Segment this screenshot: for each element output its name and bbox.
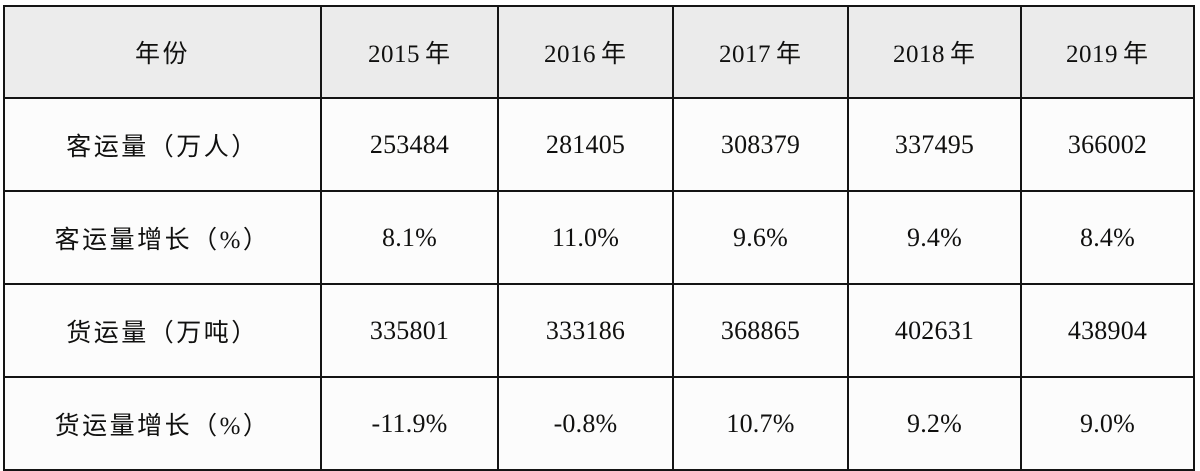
row-label: 货运量增长（%） <box>54 412 271 440</box>
cell-value: 308379 <box>720 129 801 159</box>
table-row: 客运量增长（%） 8.1% 11.0% 9.6% 9.4% 8.4% <box>3 190 1195 285</box>
transport-statistics-table-container: 年份 2015 年 2016 年 2017 年 2018 年 2019 年 <box>3 5 1195 471</box>
row-label: 货运量（万吨） <box>66 319 259 347</box>
cell-passenger-growth-2017: 9.6% <box>672 190 849 285</box>
cell-passenger-volume-2018: 337495 <box>847 97 1022 192</box>
cell-value: -0.8% <box>553 408 618 438</box>
cell-value: 11.0% <box>551 222 620 252</box>
cell-freight-volume-2017: 368865 <box>672 283 849 378</box>
cell-freight-volume-2018: 402631 <box>847 283 1022 378</box>
cell-value: 9.6% <box>733 222 788 252</box>
transport-statistics-table: 年份 2015 年 2016 年 2017 年 2018 年 2019 年 <box>3 5 1195 471</box>
cell-value: 337495 <box>894 129 975 159</box>
column-header-metric: 年份 <box>3 5 322 99</box>
row-label: 客运量增长（%） <box>54 226 271 254</box>
cell-freight-growth-2017: 10.7% <box>672 376 849 471</box>
cell-freight-volume-2016: 333186 <box>497 283 674 378</box>
cell-value: 9.0% <box>1080 408 1135 438</box>
column-header-2015: 2015 年 <box>320 5 499 99</box>
column-header-2016: 2016 年 <box>497 5 674 99</box>
column-header-2019: 2019 年 <box>1020 5 1195 99</box>
cell-passenger-volume-2016: 281405 <box>497 97 674 192</box>
cell-passenger-growth-2018: 9.4% <box>847 190 1022 285</box>
cell-value: 333186 <box>545 315 626 345</box>
cell-value: 368865 <box>720 315 801 345</box>
table-body: 客运量（万人） 253484 281405 308379 337495 3660… <box>3 97 1195 471</box>
cell-passenger-growth-2019: 8.4% <box>1020 190 1195 285</box>
column-header-metric-label: 年份 <box>134 41 190 68</box>
cell-value: 438904 <box>1067 315 1148 345</box>
cell-freight-volume-2015: 335801 <box>320 283 499 378</box>
cell-passenger-volume-2015: 253484 <box>320 97 499 192</box>
cell-value: 253484 <box>369 129 450 159</box>
table-header: 年份 2015 年 2016 年 2017 年 2018 年 2019 年 <box>3 5 1195 99</box>
cell-value: 281405 <box>545 129 626 159</box>
table-row: 货运量（万吨） 335801 333186 368865 402631 4389… <box>3 283 1195 378</box>
cell-value: 8.1% <box>382 222 437 252</box>
column-header-2015-label: 2015 年 <box>367 41 451 68</box>
column-header-2018: 2018 年 <box>847 5 1022 99</box>
column-header-2017: 2017 年 <box>672 5 849 99</box>
cell-value: 8.4% <box>1080 222 1135 252</box>
table-header-row: 年份 2015 年 2016 年 2017 年 2018 年 2019 年 <box>3 5 1195 99</box>
cell-freight-volume-2019: 438904 <box>1020 283 1195 378</box>
cell-freight-growth-2018: 9.2% <box>847 376 1022 471</box>
cell-freight-growth-2019: 9.0% <box>1020 376 1195 471</box>
cell-freight-growth-2015: -11.9% <box>320 376 499 471</box>
cell-value: 335801 <box>369 315 450 345</box>
cell-value: 402631 <box>894 315 975 345</box>
table-row: 货运量增长（%） -11.9% -0.8% 10.7% 9.2% 9.0% <box>3 376 1195 471</box>
cell-freight-growth-2016: -0.8% <box>497 376 674 471</box>
column-header-2019-label: 2019 年 <box>1065 41 1149 68</box>
cell-passenger-growth-2016: 11.0% <box>497 190 674 285</box>
column-header-2016-label: 2016 年 <box>543 41 627 68</box>
cell-passenger-volume-2017: 308379 <box>672 97 849 192</box>
row-label: 客运量（万人） <box>66 133 259 161</box>
cell-value: -11.9% <box>371 408 448 438</box>
column-header-2018-label: 2018 年 <box>892 41 976 68</box>
cell-value: 9.4% <box>907 222 962 252</box>
column-header-2017-label: 2017 年 <box>718 41 802 68</box>
cell-passenger-growth-2015: 8.1% <box>320 190 499 285</box>
row-header-freight-volume: 货运量（万吨） <box>3 283 322 378</box>
row-header-freight-growth: 货运量增长（%） <box>3 376 322 471</box>
row-header-passenger-volume: 客运量（万人） <box>3 97 322 192</box>
table-row: 客运量（万人） 253484 281405 308379 337495 3660… <box>3 97 1195 192</box>
cell-value: 366002 <box>1067 129 1148 159</box>
cell-value: 10.7% <box>726 408 795 438</box>
cell-passenger-volume-2019: 366002 <box>1020 97 1195 192</box>
cell-value: 9.2% <box>907 408 962 438</box>
row-header-passenger-growth: 客运量增长（%） <box>3 190 322 285</box>
